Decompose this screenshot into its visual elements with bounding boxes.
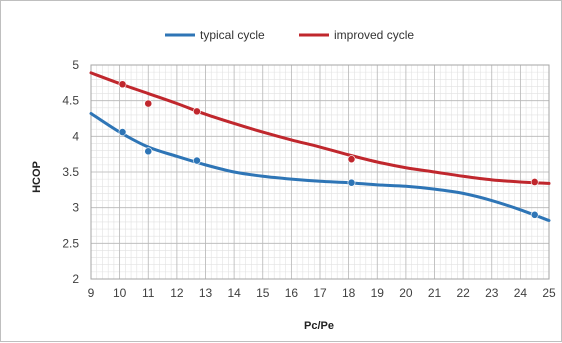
data-point: [530, 210, 539, 219]
x-tick-label: 14: [227, 286, 241, 300]
data-point: [530, 178, 539, 186]
series-layer: [89, 71, 551, 223]
data-point: [347, 155, 356, 164]
x-tick-label: 9: [88, 286, 95, 300]
y-tick-label: 2: [72, 272, 79, 286]
x-axis-title: Pc/Pe: [304, 320, 334, 332]
data-point: [193, 107, 201, 116]
x-tick-label: 10: [113, 286, 127, 300]
y-tick-label: 5: [72, 58, 79, 72]
y-tick-label: 4: [72, 129, 79, 143]
data-point: [144, 99, 153, 108]
y-tick-label: 3.5: [62, 165, 79, 179]
y-tick-label: 3: [72, 201, 79, 215]
plot-area-border: [90, 64, 550, 280]
trendline-typical-cycle: [89, 112, 551, 223]
data-point: [193, 156, 201, 165]
y-axis-title: HCOP: [31, 161, 43, 193]
trendline-improved-cycle: [89, 71, 551, 185]
data-point: [118, 80, 127, 89]
legend-label: improved cycle: [334, 28, 414, 42]
x-tick-label: 12: [170, 286, 184, 300]
x-tick-label: 24: [514, 286, 528, 300]
x-tick-label: 11: [142, 286, 155, 300]
x-tick-label: 21: [428, 286, 442, 300]
x-tick-label: 18: [342, 286, 356, 300]
data-point: [118, 128, 127, 136]
data-point: [144, 147, 153, 156]
x-tick-label: 25: [542, 286, 556, 300]
x-tick-label: 17: [313, 286, 327, 300]
x-tick-label: 19: [371, 286, 385, 300]
series-typical-cycle: [89, 112, 551, 223]
y-axis-tick-labels: 2 2.5 3 3.5 4 4.5 5: [62, 58, 79, 286]
x-tick-label: 23: [485, 286, 499, 300]
x-tick-label: 22: [456, 286, 470, 300]
x-tick-label: 20: [399, 286, 413, 300]
legend-label: typical cycle: [200, 28, 265, 42]
x-tick-label: 16: [285, 286, 299, 300]
series-improved-cycle: [89, 71, 551, 186]
legend: typical cycle improved cycle: [165, 28, 414, 42]
x-tick-label: 13: [199, 286, 213, 300]
y-tick-label: 4.5: [62, 94, 79, 108]
x-tick-label: 15: [256, 286, 270, 300]
y-tick-label: 2.5: [62, 236, 79, 250]
x-axis-tick-labels: 9 10 11 12 13 14 15 16 17 18 19 20 21 22 23 24 25: [88, 286, 556, 300]
data-point: [347, 178, 356, 187]
